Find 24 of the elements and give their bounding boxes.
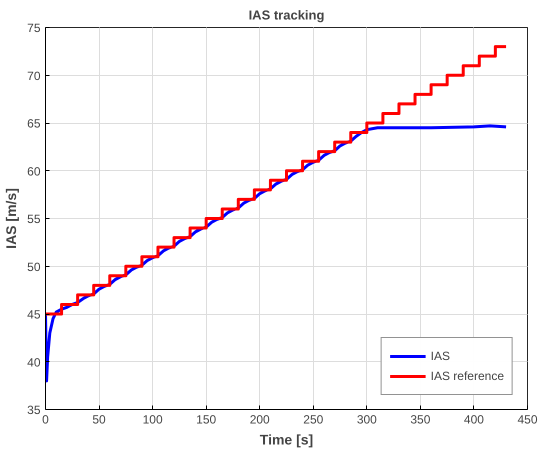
x-axis-title: Time [s] — [260, 432, 314, 448]
x-tick-label: 450 — [517, 412, 538, 426]
x-tick-label: 350 — [410, 412, 431, 426]
x-tick-label: 100 — [142, 412, 163, 426]
legend-label: IAS reference — [430, 369, 504, 383]
x-tick-label: 200 — [250, 412, 270, 426]
x-tick-label: 400 — [464, 412, 484, 426]
y-tick-label: 70 — [27, 68, 41, 83]
y-tick-label: 55 — [27, 212, 41, 226]
y-tick-label: 65 — [27, 116, 41, 130]
x-tick-label: 250 — [303, 412, 324, 426]
x-tick-label: 150 — [196, 412, 217, 426]
y-tick-label: 35 — [27, 403, 41, 417]
legend-label: IAS — [430, 349, 451, 363]
y-tick-label: 60 — [27, 164, 41, 178]
y-tick-label: 45 — [27, 308, 41, 322]
x-tick-label: 50 — [92, 412, 106, 426]
y-tick-label: 75 — [27, 21, 41, 35]
y-tick-label: 40 — [27, 355, 41, 370]
y-tick-label: 50 — [27, 260, 41, 274]
x-tick-label: 0 — [42, 412, 50, 426]
y-axis-title: IAS [m/s] — [3, 188, 20, 249]
x-tick-label: 300 — [356, 412, 378, 426]
chart-title: IAS tracking — [248, 8, 324, 22]
